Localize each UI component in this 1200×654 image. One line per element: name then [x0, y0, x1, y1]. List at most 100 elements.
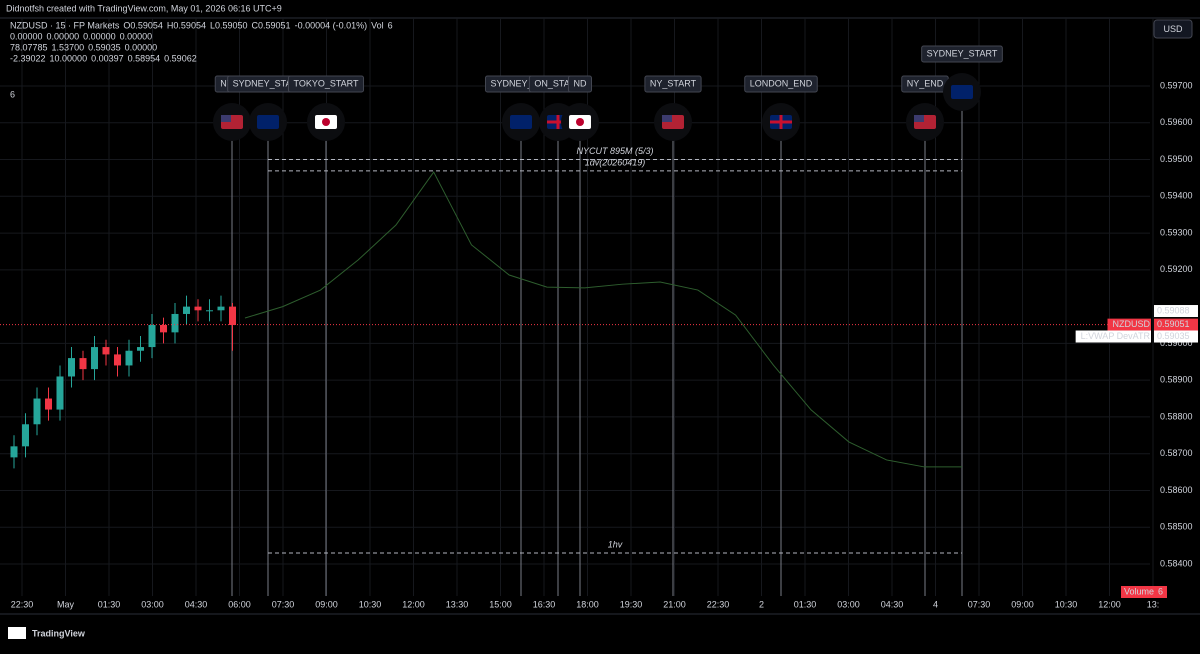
candle-body: [102, 347, 110, 355]
legend-value: H: [167, 20, 174, 30]
price-tag-name-box: [1075, 330, 1151, 343]
price-tick-label: 0.59500: [1160, 154, 1193, 164]
candle-body: [56, 376, 64, 410]
session-label: LONDON_END: [750, 78, 813, 88]
price-tag-name: L:VWAP DevATR: [1081, 331, 1151, 341]
legend-value: 0.59062: [164, 53, 197, 63]
level-label: 1dv(20260419): [585, 157, 646, 167]
legend-value: 0.59054: [173, 20, 206, 30]
price-tick-label: 0.58600: [1160, 485, 1193, 495]
price-tag: [1154, 305, 1198, 318]
price-tick-label: 0.59600: [1160, 117, 1193, 127]
legend-value: 0.00000: [125, 42, 158, 52]
time-tick-label: 03:00: [837, 599, 860, 609]
session-label: NY_END: [907, 78, 944, 88]
header-title: Didnotfsh created with TradingView.com, …: [6, 3, 282, 13]
candle-body: [91, 347, 98, 370]
legend-value: 0.59035: [88, 42, 121, 52]
price-tick-label: 0.58400: [1160, 558, 1193, 568]
time-tick-label: 18:00: [576, 599, 599, 609]
session-label-box: [568, 75, 592, 93]
volume-tag: [1121, 586, 1167, 598]
legend-value: NZDUSD · 15 · FP Markets: [10, 20, 120, 30]
candle-body: [137, 347, 144, 351]
currency: USD: [1163, 24, 1183, 34]
time-tick-label: 09:00: [1011, 599, 1034, 609]
candle-body: [171, 313, 179, 333]
time-tick-label: 10:30: [359, 599, 382, 609]
legend-value: 10.00000: [50, 53, 88, 63]
time-tick-label: 01:30: [794, 599, 817, 609]
legend-value: 6: [388, 20, 393, 30]
legend-value: Vol: [371, 20, 384, 30]
level-label: NYCUT 895M (5/3): [576, 146, 653, 156]
legend-value: 78.07785: [10, 42, 48, 52]
currency-button: [1153, 19, 1193, 39]
flag: [951, 85, 973, 99]
time-tick-label: May: [57, 599, 75, 609]
time-tick-label: 12:00: [402, 599, 425, 609]
session-label: TOKYO_START: [293, 78, 359, 88]
candle-body: [229, 306, 236, 325]
price-tag-value: 0.59035: [1157, 331, 1190, 341]
legend-value: 0.59054: [130, 20, 163, 30]
time-tick-label: 4: [933, 599, 938, 609]
candle-body: [10, 446, 18, 458]
legend-value: 0.59050: [215, 20, 248, 30]
time-tick-label: 21:00: [663, 599, 686, 609]
candle-body: [22, 424, 29, 447]
session-label: NY_START: [650, 78, 697, 88]
flag-sun: [576, 118, 584, 126]
candle-body: [194, 306, 202, 311]
legend-value: -2.39022: [10, 53, 46, 63]
candle-body: [160, 325, 167, 333]
price-tick-label: 0.59700: [1160, 80, 1193, 90]
candle-body: [79, 358, 87, 370]
price-tick-label: 0.59200: [1160, 264, 1193, 274]
flag: [510, 115, 532, 129]
level-label: 1hv: [608, 539, 623, 549]
legend-value: O: [123, 20, 130, 30]
price-tag: [1154, 330, 1198, 343]
legend-value: 0.58954: [128, 53, 161, 63]
time-tick-label: 04:30: [185, 599, 208, 609]
candle-body: [33, 398, 41, 425]
legend-value: 0.00000: [10, 31, 43, 41]
time-tick-label: 22:30: [11, 599, 34, 609]
session-label: ON_START: [534, 78, 582, 88]
price-tick-label: 0.58900: [1160, 375, 1193, 385]
projection-line: [244, 171, 963, 468]
price-tick-label: 0.59400: [1160, 191, 1193, 201]
session-label-box: [287, 75, 365, 93]
time-tick-label: 09:00: [315, 599, 338, 609]
session-label: SYDNEY_END: [490, 78, 552, 88]
volume-label: Volume: [1124, 586, 1154, 596]
candle-body: [217, 306, 225, 311]
candle-body: [114, 354, 121, 366]
price-tag-name: NZDUSD: [1113, 319, 1151, 329]
session-label-box: [644, 75, 702, 93]
price-tick-label: 0.59000: [1160, 338, 1193, 348]
time-tick-label: 07:30: [968, 599, 991, 609]
time-tick-label: 19:30: [620, 599, 643, 609]
candle-body: [45, 398, 52, 410]
price-tick-label: 0.58800: [1160, 411, 1193, 421]
time-tick-label: 06:00: [228, 599, 251, 609]
legend-value: -0.00004 (-0.01%): [295, 20, 368, 30]
legend-value: 0.00397: [91, 53, 124, 63]
time-tick-label: 12:00: [1098, 599, 1121, 609]
flag-sun: [322, 118, 330, 126]
candle-body: [125, 350, 133, 366]
price-tick-label: 0.58700: [1160, 448, 1193, 458]
time-tick-label: 2: [759, 599, 764, 609]
time-tick-label: 03:00: [141, 599, 164, 609]
legend-value: 1.53700: [52, 42, 85, 52]
time-tick-label: 16:30: [533, 599, 556, 609]
legend-value: 0.59051: [258, 20, 291, 30]
side-count: 6: [10, 89, 15, 99]
session-label: ND: [574, 78, 587, 88]
candle-body: [68, 358, 75, 377]
